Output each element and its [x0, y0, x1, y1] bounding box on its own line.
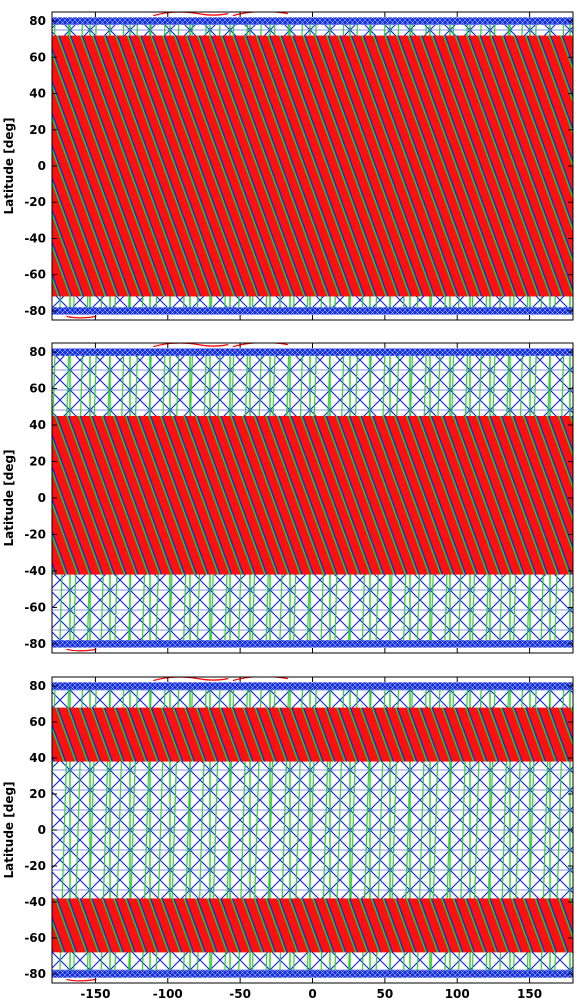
series-blue-edge-north [52, 682, 573, 690]
y-tick-label: 60 [29, 382, 46, 396]
y-tick-label: 80 [29, 14, 46, 28]
red-track-fragment [153, 677, 229, 682]
y-tick-label: -60 [24, 268, 46, 282]
y-tick-label: -40 [24, 231, 46, 245]
y-tick-label: -40 [24, 895, 46, 909]
y-tick-label: -20 [24, 195, 46, 209]
y-tick-label: 20 [29, 455, 46, 469]
y-tick-label: -80 [24, 637, 46, 651]
y-tick-label: 40 [29, 87, 46, 101]
y-axis-label: Latitude [deg] [2, 449, 16, 546]
series-blue-edge-south [52, 640, 573, 648]
y-tick-label: 60 [29, 50, 46, 64]
y-tick-label: 0 [38, 491, 46, 505]
y-tick-label: -40 [24, 564, 46, 578]
red-track-fragment [66, 315, 97, 319]
y-tick-label: 80 [29, 679, 46, 693]
ground-tracks [52, 677, 573, 983]
ground-tracks [52, 12, 573, 320]
series-blue-edge-north [52, 348, 573, 356]
x-tick-label: -100 [153, 987, 183, 1000]
red-track-fragment [153, 343, 229, 348]
plot-panel-1: -80 -60 -40 -20 0 20 40 60 80 Latitude [deg] [2, 11, 574, 321]
plot-panel-3: -80 -60 -40 -20 0 20 40 60 80 -150 -100 -50 0 50 100 15… [2, 676, 574, 1000]
series-red-tracks [52, 898, 573, 953]
y-tick-label: -60 [24, 600, 46, 614]
series-red-tracks [52, 35, 573, 297]
y-tick-label: 40 [29, 418, 46, 432]
series-blue-edge-south [52, 970, 573, 978]
x-tick-label: 100 [445, 987, 470, 1000]
y-tick-label: -80 [24, 967, 46, 981]
red-track-fragment [66, 978, 97, 982]
y-tick-label: -20 [24, 527, 46, 541]
x-tick-label: -150 [80, 987, 110, 1000]
x-tick-label: -50 [229, 987, 251, 1000]
red-track-fragment [232, 12, 289, 17]
y-tick-label: 60 [29, 715, 46, 729]
red-track-fragment [232, 677, 289, 682]
series-red-tracks [52, 707, 573, 762]
plot-panel-2: -80 -60 -40 -20 0 20 40 60 80 Latitude [deg] [2, 342, 574, 654]
y-tick-label: -60 [24, 931, 46, 945]
y-tick-label: 80 [29, 345, 46, 359]
y-tick-label: 0 [38, 159, 46, 173]
series-red-tracks [52, 415, 573, 575]
y-tick-label: 20 [29, 123, 46, 137]
y-tick-label: 0 [38, 823, 46, 837]
red-track-fragment [66, 648, 97, 652]
x-tick-label: 50 [377, 987, 394, 1000]
series-blue-edge-north [52, 17, 573, 25]
y-tick-label: 20 [29, 787, 46, 801]
green-track-line [52, 355, 56, 472]
ground-tracks [52, 343, 573, 653]
y-axis-label: Latitude [deg] [2, 117, 16, 214]
x-tick-label: 0 [308, 987, 316, 1000]
series-blue-edge-south [52, 307, 573, 315]
x-tick-label: 150 [517, 987, 542, 1000]
y-tick-label: -80 [24, 304, 46, 318]
red-track-fragment [232, 343, 289, 348]
y-tick-label: 40 [29, 751, 46, 765]
y-tick-label: -20 [24, 859, 46, 873]
red-track-fragment [153, 12, 229, 17]
y-axis-label: Latitude [deg] [2, 781, 16, 878]
